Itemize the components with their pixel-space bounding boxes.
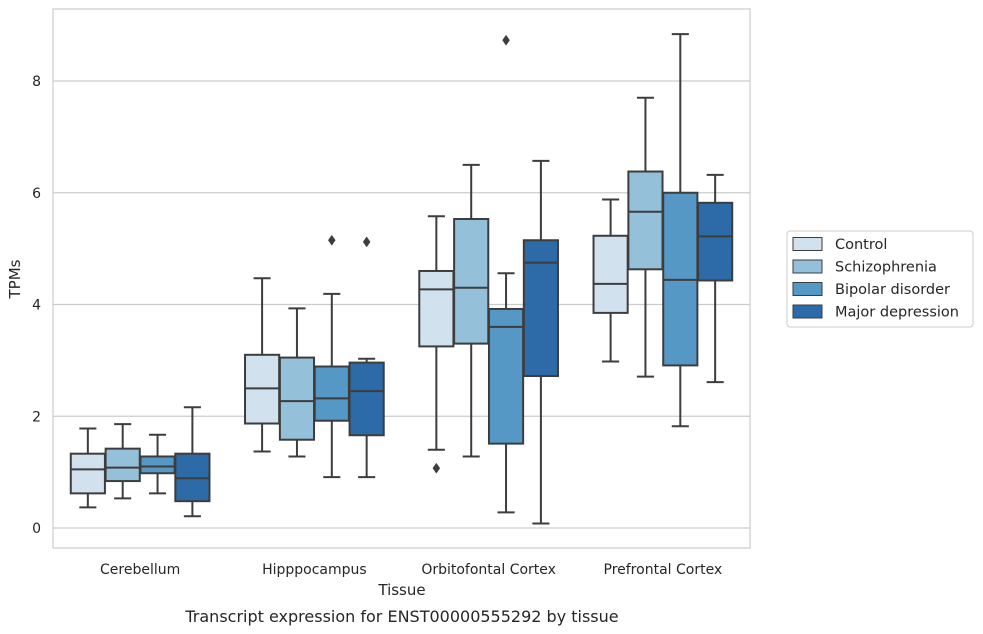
box [139, 433, 176, 495]
legend-swatch [792, 259, 823, 274]
series-schizophrenia [104, 96, 664, 500]
legend-items: Control Schizophrenia Bipolar disorder Majo… [792, 237, 959, 321]
y-tick-label: 2 [32, 409, 41, 425]
x-tick-label: Orbitofontal Cortex [421, 562, 556, 578]
y-tick-label: 8 [32, 74, 41, 90]
iqr-box [313, 365, 350, 422]
box [522, 159, 559, 525]
iqr-box [487, 307, 525, 445]
iqr-box [418, 269, 455, 348]
outlier-point [327, 234, 336, 246]
box [174, 406, 211, 518]
y-tick-label: 4 [32, 298, 41, 314]
box [244, 277, 281, 453]
y-axis-label: TPMs [6, 259, 24, 299]
legend-label: Control [835, 237, 887, 253]
box [278, 307, 316, 458]
iqr-box [627, 170, 664, 271]
iqr-box [453, 218, 490, 345]
legend-swatch [792, 304, 823, 319]
iqr-box [522, 239, 559, 378]
x-axis-label: Tissue [377, 581, 425, 599]
legend-label: Major depression [835, 305, 959, 321]
iqr-box [278, 356, 316, 441]
box [453, 163, 490, 458]
series-bipolar-disorder [139, 33, 699, 514]
x-tick-label: Hipppocampus [262, 562, 367, 578]
iqr-box [139, 455, 176, 475]
box [348, 236, 385, 479]
box [697, 173, 734, 384]
box [418, 215, 455, 474]
box [592, 198, 629, 363]
outlier-point [502, 34, 510, 46]
chart-caption: Transcript expression for ENST0000055529… [184, 607, 618, 626]
series-major-depression [174, 159, 734, 525]
box [69, 427, 106, 509]
plot-area-frame [52, 8, 751, 549]
box [662, 33, 699, 428]
iqr-box [592, 234, 629, 314]
legend-frame [786, 230, 974, 328]
y-tick-label: 0 [32, 521, 41, 537]
iqr-box [697, 201, 734, 282]
outlier-point [362, 236, 371, 248]
legend: Control Schizophrenia Bipolar disorder Majo… [786, 230, 974, 328]
outlier-point [432, 462, 441, 474]
y-axis-ticks: 0 2 4 6 8 [32, 74, 41, 537]
box-series [69, 33, 734, 525]
legend-label: Schizophrenia [835, 260, 937, 276]
legend-label: Bipolar disorder [835, 282, 950, 298]
iqr-box [104, 447, 141, 483]
y-tick-label: 6 [32, 186, 41, 202]
x-tick-label: Prefrontal Cortex [604, 562, 723, 578]
box [487, 34, 525, 514]
x-tick-label: Cerebellum [100, 562, 180, 578]
iqr-box [348, 361, 385, 437]
box [104, 423, 141, 500]
iqr-box [69, 452, 106, 495]
legend-swatch [792, 237, 823, 251]
box [627, 96, 664, 378]
legend-swatch [792, 282, 823, 296]
box [313, 234, 350, 479]
x-axis-ticks: Cerebellum Hipppocampus Orbitofontal Corte… [100, 562, 722, 578]
